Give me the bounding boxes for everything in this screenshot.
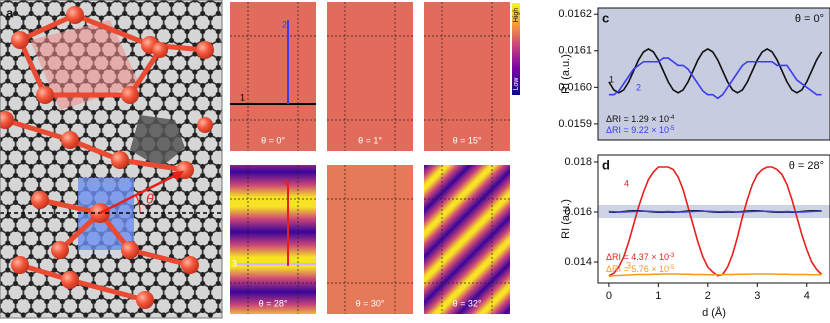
- y-tick-label: 0.016: [564, 206, 592, 218]
- annotation-exponent: -4: [669, 115, 675, 121]
- heatmap: [230, 165, 316, 314]
- panel-label: d: [602, 157, 610, 172]
- y-tick-label: 0.014: [564, 256, 592, 268]
- heatmap: [327, 2, 413, 151]
- arrow-head: [172, 171, 184, 181]
- x-tick-label: 0: [606, 290, 612, 302]
- plot-frame: [597, 7, 830, 141]
- pink-cell: [30, 20, 140, 110]
- map-caption: θ = 15°: [453, 135, 482, 145]
- colorbar-high: High: [513, 8, 520, 23]
- annotation: ΔRI = 5.76 × 10-5: [606, 264, 675, 274]
- plot-bg: [598, 8, 830, 140]
- series-line: [608, 48, 823, 94]
- y-tick-label: 0.0159: [558, 118, 592, 130]
- heatmap: [327, 165, 413, 314]
- y-axis-label: RI (a.u.): [560, 199, 572, 239]
- annotation-text: ΔRI = 1.29 × 10: [606, 114, 669, 124]
- angle-arrow: [99, 173, 177, 215]
- x-tick-label: 3: [754, 290, 760, 302]
- panel-b: High Low bθ = 0°θ = 1°θ = 15°θ = 28°θ = …: [230, 2, 520, 314]
- heatmap: [230, 2, 316, 151]
- y-tick-label: 0.0161: [558, 45, 592, 57]
- annotation-text: ΔRI = 4.37 × 10: [606, 252, 669, 262]
- colorbar: [512, 3, 520, 95]
- annotation: ΔRI = 9.22 × 10-5: [606, 125, 675, 135]
- map-caption: θ = 30°: [356, 298, 385, 308]
- map-caption: θ = 0°: [261, 135, 285, 145]
- map-caption: θ = 32°: [453, 298, 482, 308]
- panel-label: a: [6, 5, 14, 20]
- series-label: 2: [636, 82, 641, 92]
- y-tick-label: 0.0160: [558, 81, 592, 93]
- panel-border: [0, 0, 223, 319]
- y-tick-label: 0.0162: [558, 8, 592, 20]
- annotation: ΔRI = 4.37 × 10-3: [606, 252, 675, 262]
- series-line: [608, 166, 823, 277]
- panel-a: θ a: [0, 0, 223, 319]
- gray-cell: [130, 115, 185, 168]
- x-tick-label: 2: [705, 290, 711, 302]
- cut-label: 2: [282, 19, 287, 29]
- cut-label: 4: [283, 177, 288, 187]
- series-line: [608, 210, 822, 213]
- plot-frame: [597, 154, 830, 284]
- series-line: [608, 273, 822, 278]
- panel-label: c: [602, 10, 609, 25]
- x-tick-label: 4: [804, 290, 810, 302]
- cut-label: 3: [232, 258, 237, 268]
- y-axis-label: RI (a.u.): [560, 54, 572, 94]
- series-label: 4: [624, 178, 629, 188]
- angle-label: θ: [146, 191, 154, 207]
- x-axis-label: d (Å): [702, 306, 726, 319]
- series-label: 3: [626, 260, 631, 270]
- map-caption: θ = 1°: [358, 135, 382, 145]
- annotation-exponent: -3: [669, 253, 675, 259]
- colorbar-low: Low: [513, 77, 520, 91]
- chart-title: θ = 28°: [789, 160, 824, 172]
- x-tick-label: 1: [655, 290, 661, 302]
- annotation-text: ΔRI = 5.76 × 10: [606, 264, 669, 274]
- heatmap: [424, 165, 510, 314]
- annotation-exponent: -5: [669, 265, 675, 271]
- series-line: [608, 57, 822, 100]
- annotation-text: ΔRI = 9.22 × 10: [606, 125, 669, 135]
- map-caption: θ = 28°: [259, 298, 288, 308]
- molecule-atoms: [0, 6, 214, 309]
- cut-label: 1: [240, 92, 245, 102]
- angle-arc: [135, 194, 141, 214]
- heatmap: [424, 2, 510, 151]
- series-label: 1: [609, 74, 614, 84]
- chart-title: θ = 0°: [795, 13, 824, 25]
- y-tick-label: 0.018: [564, 156, 592, 168]
- annotation: ΔRI = 1.29 × 10-4: [606, 114, 675, 124]
- annotation-exponent: -5: [669, 126, 675, 132]
